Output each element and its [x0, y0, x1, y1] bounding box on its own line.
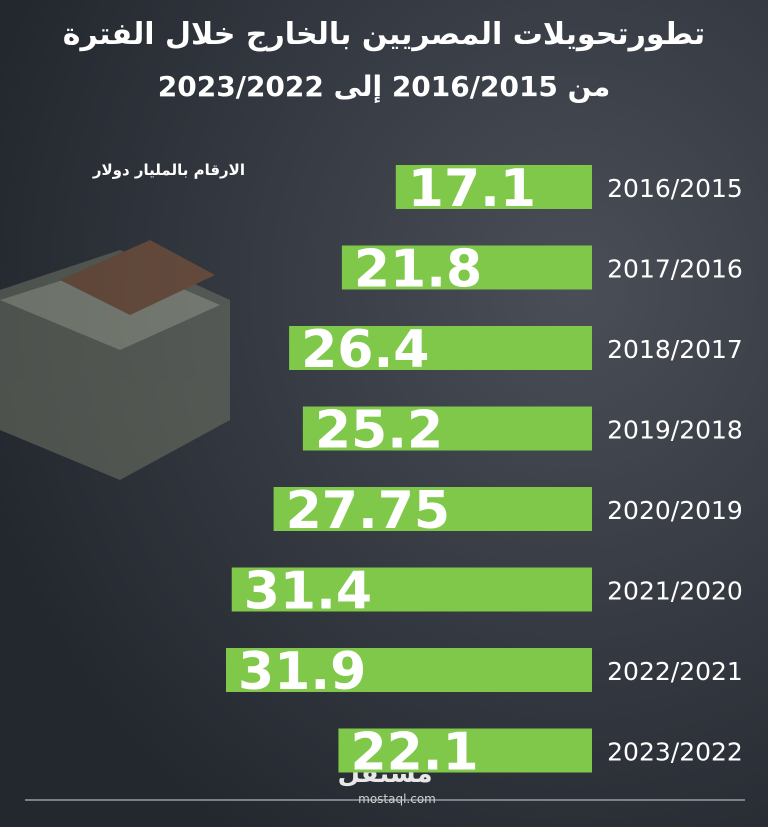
category-label: 2022/2021: [607, 657, 743, 686]
category-label: 2017/2016: [607, 255, 743, 284]
value-label: 17.1: [408, 159, 536, 219]
bar: [302, 406, 592, 451]
bar: [395, 165, 592, 209]
bar: [226, 648, 592, 692]
value-label: 22.1: [350, 723, 478, 783]
bar: [289, 326, 592, 370]
value-label: 31.9: [238, 642, 366, 702]
category-label: 2018/2017: [607, 335, 743, 364]
category-label: 2020/2019: [607, 496, 743, 525]
chart-subtitle: من 2016/2015 إلى 2023/2022: [158, 70, 610, 104]
unit-note: الارقام بالمليار دولار: [92, 161, 245, 179]
bar: [341, 245, 592, 290]
chart-title: تطورتحويلات المصريين بالخارج خلال الفترة: [63, 17, 705, 52]
category-label: 2023/2022: [607, 738, 743, 767]
bar: [231, 567, 592, 612]
value-label: 31.4: [244, 562, 372, 622]
category-label: 2016/2015: [607, 174, 743, 203]
brand-url: mostaql.com: [358, 792, 436, 806]
value-label: 26.4: [301, 320, 429, 380]
category-label: 2019/2018: [607, 416, 743, 445]
value-label: 25.2: [315, 401, 443, 461]
category-label: 2021/2020: [607, 577, 743, 606]
value-label: 21.8: [354, 240, 482, 300]
bar: [273, 487, 592, 531]
bar: [338, 728, 592, 773]
money-illustration: [0, 240, 230, 480]
value-label: 27.75: [286, 481, 450, 541]
